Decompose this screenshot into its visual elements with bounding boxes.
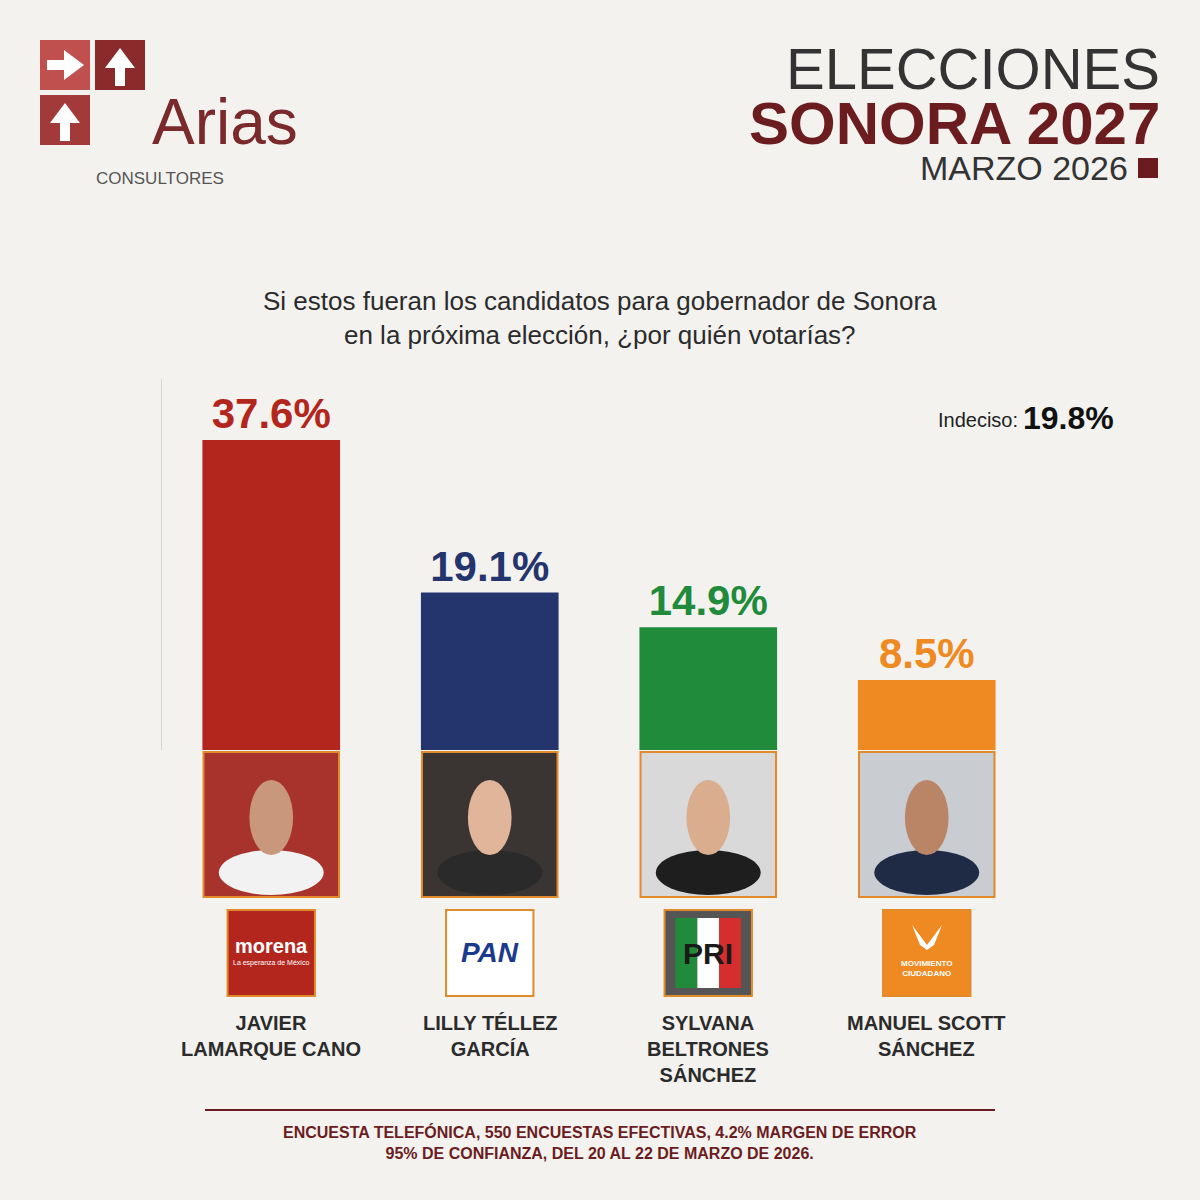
svg-text:19.1%: 19.1%: [430, 543, 549, 590]
svg-text:PRI: PRI: [683, 937, 733, 970]
svg-text:CONSULTORES: CONSULTORES: [96, 169, 224, 188]
svg-text:morena: morena: [235, 935, 308, 957]
svg-text:MOVIMIENTOCIUDADANO: MOVIMIENTOCIUDADANO: [901, 959, 952, 978]
svg-text:ELECCIONES: ELECCIONES: [786, 36, 1160, 101]
svg-text:MARZO 2026: MARZO 2026: [920, 149, 1128, 187]
svg-text:LILLY TÉLLEZGARCÍA: LILLY TÉLLEZGARCÍA: [423, 1012, 557, 1060]
svg-text:La esperanza de México: La esperanza de México: [233, 959, 309, 967]
svg-text:MANUEL SCOTTSÁNCHEZ: MANUEL SCOTTSÁNCHEZ: [847, 1012, 1006, 1060]
svg-text:37.6%: 37.6%: [212, 390, 331, 437]
svg-text:JAVIERLAMARQUE CANO: JAVIERLAMARQUE CANO: [181, 1012, 361, 1060]
svg-text:PAN: PAN: [461, 937, 519, 968]
svg-text:Si estos fueran los candidatos: Si estos fueran los candidatos para gobe…: [263, 286, 937, 350]
svg-text:ENCUESTA TELEFÓNICA, 550 ENCUE: ENCUESTA TELEFÓNICA, 550 ENCUESTAS EFECT…: [283, 1123, 917, 1162]
svg-text:Indeciso:: Indeciso:: [938, 409, 1018, 431]
svg-text:14.9%: 14.9%: [649, 577, 768, 624]
svg-text:SONORA 2027: SONORA 2027: [749, 90, 1160, 157]
svg-text:SYLVANABELTRONESSÁNCHEZ: SYLVANABELTRONESSÁNCHEZ: [647, 1012, 769, 1086]
svg-text:Arias: Arias: [152, 86, 298, 158]
svg-text:19.8%: 19.8%: [1023, 400, 1114, 436]
svg-text:8.5%: 8.5%: [879, 630, 975, 677]
